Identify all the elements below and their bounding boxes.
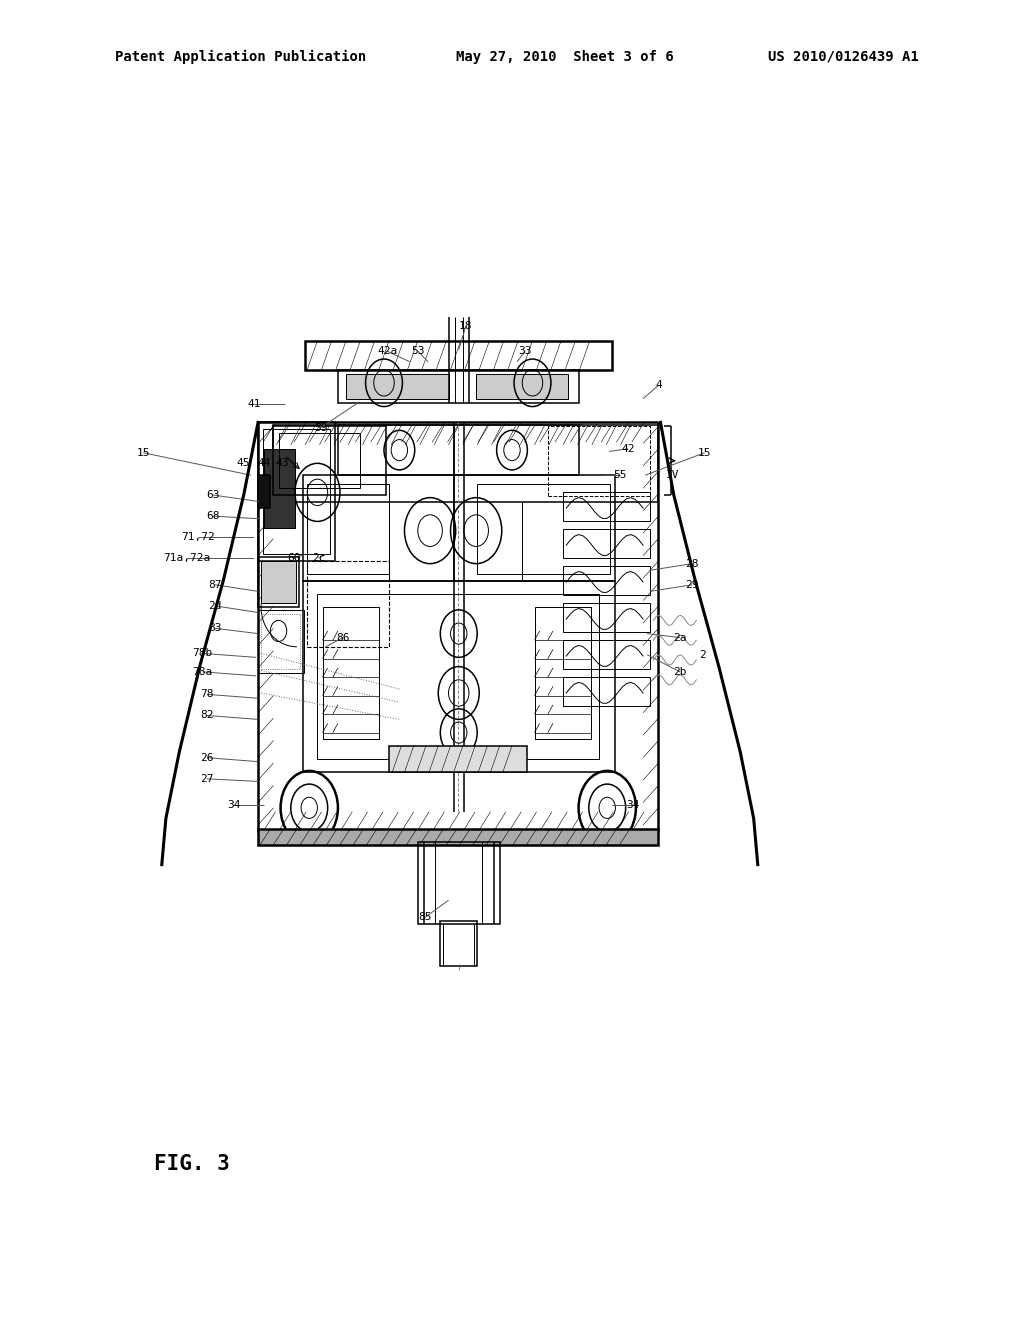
Bar — [563, 566, 650, 595]
Bar — [563, 677, 650, 706]
Text: May 27, 2010  Sheet 3 of 6: May 27, 2010 Sheet 3 of 6 — [456, 50, 674, 63]
Text: US 2010/0126439 A1: US 2010/0126439 A1 — [768, 50, 919, 63]
Bar — [261, 561, 296, 603]
Text: 4: 4 — [655, 380, 662, 391]
Text: 34: 34 — [226, 800, 241, 810]
Text: 68: 68 — [206, 511, 220, 521]
Bar — [279, 433, 360, 488]
Bar — [477, 484, 610, 574]
Text: 78b: 78b — [193, 648, 213, 659]
Text: 60: 60 — [287, 553, 301, 564]
Bar — [476, 374, 568, 399]
Text: 2c: 2c — [311, 553, 326, 564]
Bar — [563, 492, 650, 521]
Bar — [338, 370, 579, 403]
Bar — [263, 429, 330, 554]
Text: 83: 83 — [208, 623, 222, 634]
Text: 85: 85 — [418, 912, 432, 923]
Text: 29: 29 — [685, 579, 699, 590]
Text: 27: 27 — [200, 774, 214, 784]
Text: 59: 59 — [313, 422, 328, 433]
Bar — [264, 449, 295, 528]
Text: 43: 43 — [275, 458, 290, 469]
Bar — [418, 842, 500, 924]
Text: 71,72: 71,72 — [181, 532, 214, 543]
Text: 15: 15 — [697, 447, 712, 458]
Text: 33: 33 — [518, 346, 532, 356]
Bar — [535, 607, 591, 739]
Text: FIG. 3: FIG. 3 — [154, 1154, 229, 1175]
Bar — [440, 921, 477, 966]
Text: 15: 15 — [136, 447, 151, 458]
Text: 2: 2 — [699, 649, 706, 660]
Bar — [563, 529, 650, 558]
Bar — [258, 829, 658, 845]
Text: 34: 34 — [626, 800, 640, 810]
Text: 42a: 42a — [377, 346, 397, 356]
Text: 41: 41 — [247, 399, 261, 409]
Bar — [303, 475, 615, 581]
Text: 78a: 78a — [193, 667, 213, 677]
Bar — [317, 594, 599, 759]
Text: 63: 63 — [206, 490, 220, 500]
Bar — [548, 426, 650, 496]
Text: 2d: 2d — [208, 601, 222, 611]
Text: 26: 26 — [200, 752, 214, 763]
Text: IV: IV — [666, 470, 680, 480]
Bar — [389, 746, 527, 772]
Bar — [258, 557, 299, 607]
Text: 45: 45 — [236, 458, 250, 469]
Bar — [563, 603, 650, 632]
Text: 42: 42 — [621, 444, 635, 454]
Bar — [307, 484, 389, 574]
Bar — [273, 426, 386, 495]
Text: 44: 44 — [257, 458, 271, 469]
Bar — [305, 341, 612, 370]
Text: 2a: 2a — [673, 632, 687, 643]
Bar — [346, 374, 449, 399]
Text: 82: 82 — [200, 710, 214, 721]
Text: 2b: 2b — [673, 667, 687, 677]
Bar — [303, 581, 615, 772]
Bar — [338, 425, 579, 475]
Bar — [261, 614, 300, 669]
Bar — [258, 475, 270, 508]
Text: 71a,72a: 71a,72a — [163, 553, 210, 564]
Text: 28: 28 — [685, 558, 699, 569]
Bar — [307, 561, 389, 647]
Bar — [258, 610, 304, 673]
Text: 86: 86 — [336, 632, 350, 643]
Text: Patent Application Publication: Patent Application Publication — [115, 50, 366, 63]
Bar — [258, 422, 335, 561]
Text: 53: 53 — [411, 346, 425, 356]
Bar — [323, 607, 379, 739]
Bar — [273, 425, 658, 502]
Text: 55: 55 — [612, 470, 627, 480]
Bar — [563, 640, 650, 669]
Text: 78: 78 — [200, 689, 214, 700]
Text: 18: 18 — [459, 321, 473, 331]
Text: 87: 87 — [208, 579, 222, 590]
